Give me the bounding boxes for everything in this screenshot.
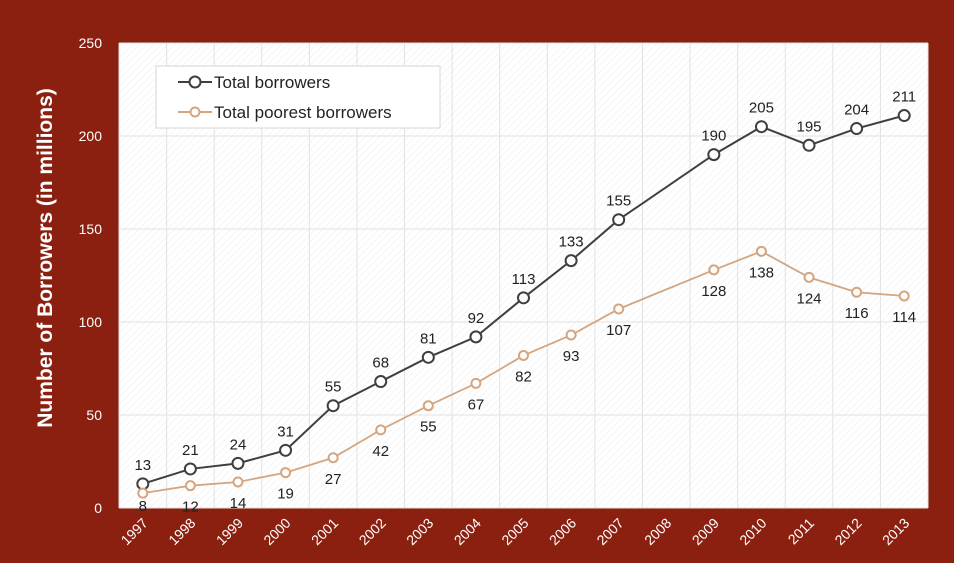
series-line — [142, 250, 905, 495]
data-label: 55 — [420, 419, 437, 436]
data-point — [755, 245, 767, 257]
data-point — [470, 377, 482, 389]
data-point — [280, 467, 292, 479]
y-tick-label: 150 — [79, 221, 103, 237]
data-point — [517, 291, 530, 305]
data-point — [374, 375, 388, 389]
data-label: 211 — [892, 89, 916, 106]
data-point — [279, 443, 293, 457]
data-label: 82 — [515, 368, 532, 385]
data-point — [231, 456, 245, 470]
y-tick-label: 250 — [79, 35, 103, 51]
data-point — [184, 480, 196, 492]
data-label: 190 — [701, 128, 726, 145]
data-point — [612, 213, 626, 227]
data-label: 81 — [420, 330, 437, 347]
data-label: 8 — [139, 498, 147, 515]
data-label: 113 — [512, 271, 536, 288]
data-label: 124 — [797, 290, 822, 307]
legend-label: Total poorest borrowers — [214, 103, 392, 122]
data-label: 204 — [844, 102, 869, 119]
y-axis-ticks: 0 50 100 150 200 250 — [79, 35, 103, 516]
data-point — [326, 399, 340, 413]
data-point — [707, 148, 721, 162]
data-label: 31 — [277, 423, 294, 440]
legend-swatch-marker — [189, 106, 201, 118]
series-layer: 13 21 24 31 55 68 81 92 113 133 155 190 205 195 204 211… — [134, 89, 916, 516]
data-point — [327, 452, 339, 464]
data-point — [851, 286, 863, 298]
y-axis-label: Number of Borrowers (in millions) — [34, 88, 57, 428]
series-line — [142, 114, 905, 485]
data-label: 92 — [468, 310, 485, 327]
data-label: 12 — [182, 499, 199, 516]
legend-label: Total borrowers — [214, 73, 330, 92]
data-point — [232, 476, 244, 488]
data-label: 195 — [797, 118, 822, 135]
data-point — [422, 400, 434, 412]
legend-swatch-marker — [188, 75, 202, 89]
data-label: 155 — [606, 193, 631, 210]
legend: Total borrowers Total poorest borrowers — [155, 65, 441, 129]
data-label: 13 — [134, 457, 151, 474]
data-point — [897, 109, 911, 123]
data-label: 55 — [325, 379, 342, 396]
data-point — [898, 290, 910, 302]
data-label: 24 — [230, 436, 247, 453]
data-label: 14 — [230, 495, 247, 512]
data-point — [421, 350, 435, 364]
data-label: 138 — [749, 264, 774, 281]
data-label: 19 — [277, 486, 294, 503]
y-tick-label: 50 — [86, 407, 102, 423]
data-point — [375, 424, 387, 436]
legend-box — [155, 65, 441, 129]
data-point — [754, 120, 768, 134]
data-label: 27 — [325, 471, 342, 488]
y-tick-label: 0 — [94, 500, 102, 516]
data-point — [850, 122, 864, 136]
data-point — [803, 271, 815, 283]
data-point — [564, 254, 578, 268]
data-point — [183, 462, 197, 476]
data-label: 107 — [606, 322, 631, 339]
data-label: 133 — [559, 234, 584, 251]
data-label: 21 — [182, 442, 199, 459]
data-point — [469, 330, 483, 344]
data-label: 42 — [372, 443, 389, 460]
data-label: 68 — [372, 355, 389, 372]
y-tick-label: 200 — [79, 128, 103, 144]
data-point — [137, 487, 149, 499]
series-total-borrowers: 13 21 24 31 55 68 81 92 113 133 155 190 205 195 204 211 — [134, 89, 916, 491]
data-label: 116 — [845, 305, 869, 322]
data-point — [802, 138, 816, 152]
data-point — [708, 264, 720, 276]
data-point — [565, 329, 577, 341]
data-label: 67 — [468, 396, 485, 413]
y-tick-label: 100 — [79, 314, 103, 330]
data-label: 93 — [563, 348, 580, 365]
data-label: 128 — [701, 283, 726, 300]
data-point — [518, 349, 529, 361]
data-label: 205 — [749, 100, 774, 117]
data-point — [613, 303, 625, 315]
data-label: 114 — [892, 309, 916, 326]
